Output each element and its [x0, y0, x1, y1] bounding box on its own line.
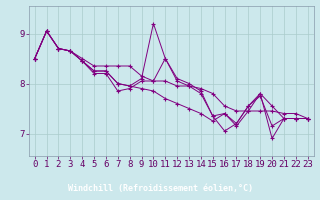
Text: Windchill (Refroidissement éolien,°C): Windchill (Refroidissement éolien,°C) [68, 184, 252, 193]
